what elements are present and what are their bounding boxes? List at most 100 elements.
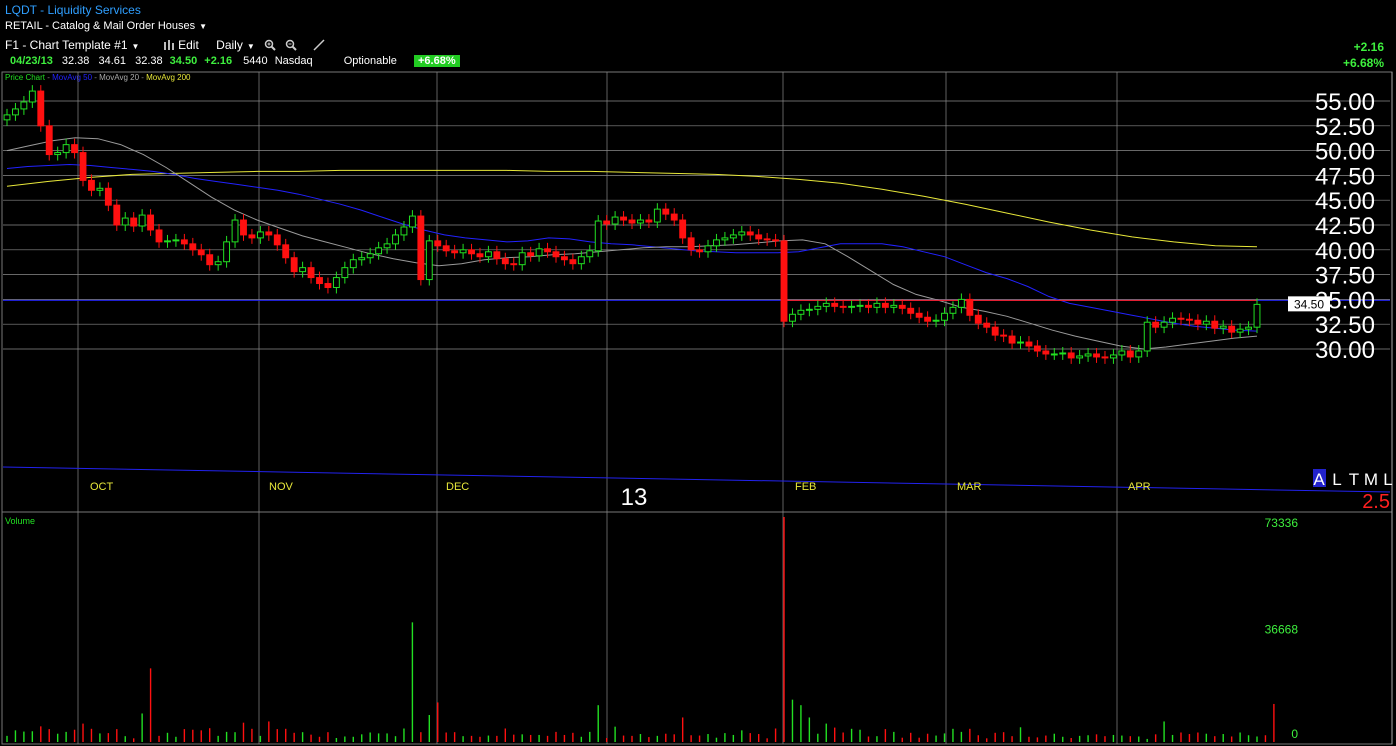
edit-button[interactable]: Edit — [157, 38, 202, 52]
candle-body-up — [392, 234, 399, 245]
scale-toggle[interactable]: L — [1383, 470, 1392, 489]
candle-body-down — [560, 256, 568, 261]
candle — [611, 211, 619, 230]
quote-open: 32.38 — [61, 55, 90, 67]
candle-body-down — [442, 245, 450, 252]
candle-body-up — [653, 208, 661, 223]
symbol-title[interactable]: LQDT - Liquidity Services — [5, 3, 141, 17]
candle — [476, 247, 484, 263]
candle — [248, 228, 256, 244]
candle-body-down — [1067, 352, 1075, 359]
zoom-in-icon[interactable] — [264, 39, 276, 51]
candle — [949, 301, 957, 320]
candle-body-up — [586, 250, 594, 258]
candle-body-up — [1202, 320, 1210, 325]
candle-body-up — [484, 251, 492, 258]
scale-toggle[interactable]: M — [1364, 470, 1378, 489]
candle-body-up — [518, 252, 526, 266]
candle — [383, 237, 391, 254]
candle-body-down — [71, 144, 79, 154]
candle — [54, 146, 62, 161]
candle — [603, 215, 611, 230]
candle — [1033, 340, 1041, 357]
candle-body-down — [1093, 353, 1100, 358]
scale-toggle[interactable]: L — [1332, 470, 1341, 489]
candle-body-down — [603, 220, 611, 225]
candle — [307, 261, 315, 284]
candle-body-up — [1135, 350, 1143, 358]
candle-body-up — [172, 239, 180, 242]
candle — [687, 231, 695, 256]
candle — [290, 251, 298, 278]
scale-toggle[interactable]: A — [1313, 470, 1325, 489]
candle-body-down — [417, 215, 425, 281]
candle-body-down — [189, 243, 197, 251]
ma50-line — [6, 163, 1258, 332]
candle-body-down — [1008, 335, 1016, 344]
candle — [12, 102, 19, 121]
candle — [1253, 298, 1261, 334]
template-dropdown[interactable]: F1 - Chart Template #1 ▼ — [5, 38, 139, 52]
ma20-line — [6, 137, 1258, 350]
candle-body-up — [873, 302, 881, 308]
candle — [890, 299, 898, 314]
period-dropdown[interactable]: Daily ▼ — [216, 38, 255, 52]
candle — [1194, 314, 1202, 331]
price-tag: 34.50 — [1294, 297, 1324, 311]
candle — [924, 311, 932, 328]
candle — [628, 214, 636, 229]
candle-body-up — [1169, 317, 1176, 323]
quote-exchange: Nasdaq — [274, 55, 313, 67]
candle — [96, 182, 104, 197]
candle — [797, 304, 805, 321]
zoom-out-icon[interactable] — [285, 39, 298, 51]
candle-body-up — [814, 305, 822, 310]
scale-toggle[interactable]: T — [1349, 470, 1359, 489]
month-label: MAR — [957, 481, 982, 493]
candle — [738, 225, 746, 241]
candle-body-down — [645, 219, 653, 223]
price-tick-label: 50.00 — [1315, 139, 1375, 166]
candle-body-down — [1000, 334, 1008, 337]
ratio-label: 2.5 — [1362, 491, 1390, 513]
candle — [957, 293, 965, 314]
candle — [256, 225, 264, 244]
candle-body-down — [307, 267, 315, 279]
candle — [1109, 349, 1117, 364]
candle — [848, 300, 856, 314]
candle-body-up — [1109, 354, 1117, 359]
sector-dropdown[interactable]: RETAIL - Catalog & Mail Order Houses ▼ — [5, 20, 207, 32]
price-tick-label: 32.50 — [1315, 312, 1375, 339]
candle — [164, 234, 171, 248]
candle-body-up — [729, 234, 737, 239]
candle — [881, 297, 889, 314]
candle-body-up — [1118, 350, 1126, 356]
candle — [873, 297, 881, 314]
candle — [265, 225, 273, 241]
month-label: NOV — [269, 481, 294, 493]
candle — [1185, 313, 1193, 327]
candle — [1211, 315, 1219, 335]
candle — [468, 243, 475, 260]
candle — [45, 119, 53, 161]
period-label: Daily — [216, 38, 243, 52]
candle-body-up — [721, 237, 729, 241]
candle-body-down — [552, 251, 560, 258]
candle-body-up — [358, 257, 366, 261]
candle-body-down — [155, 229, 163, 243]
candle — [1236, 323, 1244, 339]
candle — [865, 299, 872, 314]
candle — [907, 302, 915, 320]
quote-volume: 5440 — [243, 55, 268, 67]
candle-body-up — [121, 217, 129, 226]
candle-body-down — [79, 152, 87, 181]
bars-icon — [163, 40, 174, 50]
price-tick-label: 47.50 — [1315, 163, 1375, 190]
candle — [408, 210, 416, 233]
candle-body-up — [1236, 328, 1244, 333]
quote-high: 34.61 — [98, 55, 127, 67]
draw-line-icon[interactable] — [313, 39, 325, 51]
candle-body-down — [476, 253, 484, 258]
candle — [645, 214, 653, 228]
